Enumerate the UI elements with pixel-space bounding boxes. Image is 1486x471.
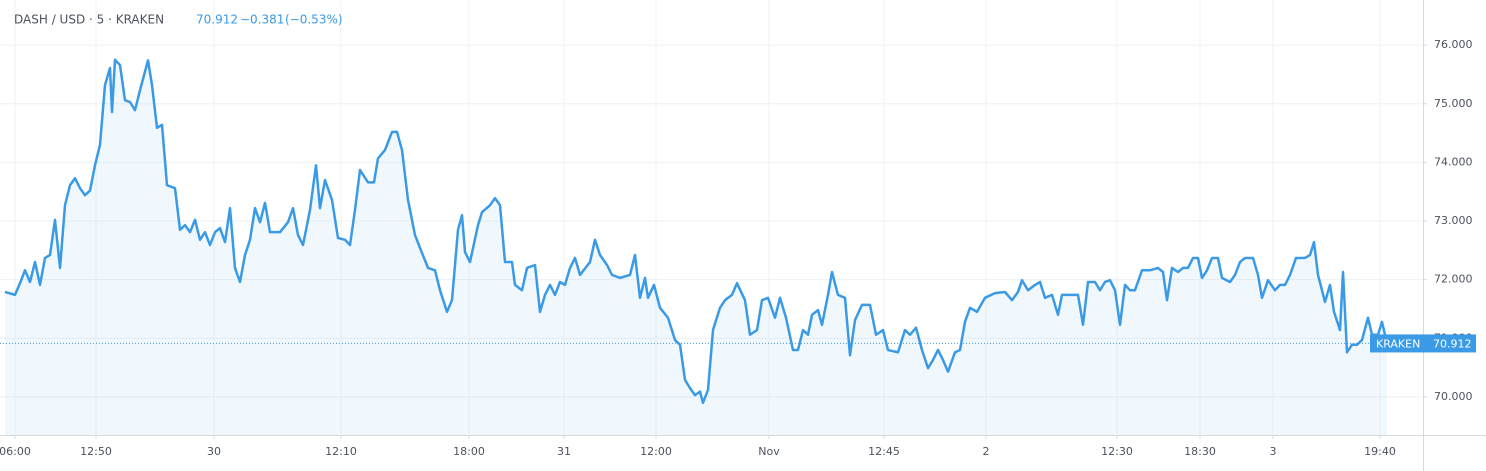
x-tick-label: Nov (758, 445, 780, 458)
x-tick-label: 2 (983, 445, 990, 458)
y-tick-label: 70.000 (1434, 390, 1473, 403)
line (4, 58, 1389, 405)
y-tick-label: 73.000 (1434, 214, 1473, 227)
price-tag (1370, 334, 1476, 353)
x-tick-label: 12:00 (640, 445, 672, 458)
x-tick-label: 19:40 (1364, 445, 1396, 458)
x-tick-label: 12:10 (325, 445, 357, 458)
y-tick-label: 76.000 (1434, 38, 1473, 51)
price-tag-value: 70.912 (1433, 337, 1472, 350)
x-tick-label: 12:45 (868, 445, 900, 458)
y-tick-label: 75.000 (1434, 97, 1473, 110)
chart-title: DASH / USD · 5 · KRAKEN (14, 13, 164, 27)
x-tick-label: 12:50 (80, 445, 112, 458)
x-tick-label: 18:30 (1184, 445, 1216, 458)
x-tick-label: 3 (1270, 445, 1277, 458)
area (5, 59, 1387, 435)
x-tick-label: 30 (207, 445, 221, 458)
price-change: −0.381 (240, 13, 284, 27)
axes: 70.00071.00072.00073.00074.00075.00076.0… (0, 38, 1476, 458)
x-tick-label: 06:00 (0, 445, 31, 458)
x-tick-label: 18:00 (453, 445, 485, 458)
x-tick-label: 12:30 (1101, 445, 1133, 458)
price-tag-exchange: KRAKEN (1376, 337, 1420, 350)
y-tick-label: 72.000 (1434, 273, 1473, 286)
x-tick-label: 31 (557, 445, 571, 458)
last-price: 70.912 (196, 13, 238, 27)
price-change-percent: (−0.53%) (285, 13, 343, 27)
y-tick-label: 74.000 (1434, 155, 1473, 168)
plot (0, 58, 1423, 435)
